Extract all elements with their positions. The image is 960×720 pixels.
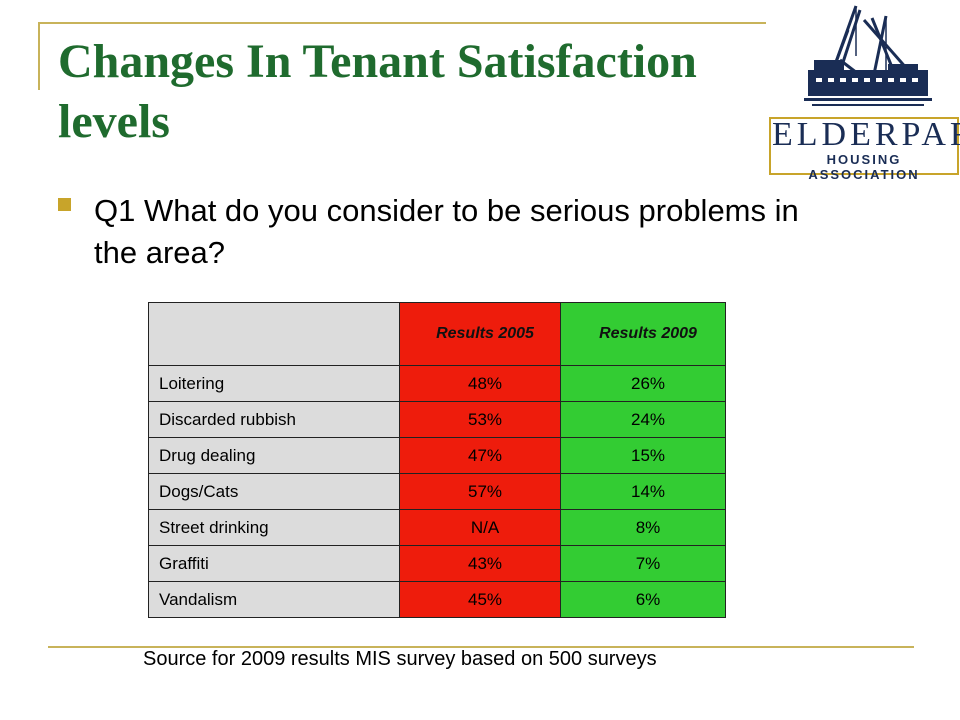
header-2009: Results 2009 <box>560 302 726 366</box>
row-label: Dogs/Cats <box>148 473 400 510</box>
row-label: Graffiti <box>148 545 400 582</box>
slide-title: Changes In Tenant Satisfaction levels <box>58 35 697 148</box>
value-2009: 14% <box>560 473 726 510</box>
source-note: Source for 2009 results MIS survey based… <box>143 648 657 670</box>
table-header-row: Results 2005 Results 2009 <box>148 302 726 366</box>
table-row: Discarded rubbish 53% 24% <box>148 401 726 438</box>
row-label: Street drinking <box>148 509 400 546</box>
row-label: Loitering <box>148 365 400 402</box>
value-2009: 26% <box>560 365 726 402</box>
value-2009: 7% <box>560 545 726 582</box>
results-table: Results 2005 Results 2009 Loitering 48% … <box>148 302 726 618</box>
value-2005: 48% <box>399 365 561 402</box>
bullet-question: Q1 What do you consider to be serious pr… <box>94 193 799 270</box>
value-2005: N/A <box>399 509 561 546</box>
value-2005: 43% <box>399 545 561 582</box>
logo-wordmark: ELDERPARK <box>772 116 960 153</box>
logo-subtitle: HOUSING ASSOCIATION <box>808 152 920 182</box>
value-2005: 45% <box>399 581 561 618</box>
table-row: Street drinking N/A 8% <box>148 509 726 546</box>
value-2005: 57% <box>399 473 561 510</box>
crane-logo-icon <box>769 5 959 175</box>
header-2005: Results 2005 <box>399 302 561 366</box>
value-2005: 47% <box>399 437 561 474</box>
bullet-square-icon <box>58 198 71 211</box>
decorative-top-rule <box>38 22 766 24</box>
value-2009: 24% <box>560 401 726 438</box>
row-label: Discarded rubbish <box>148 401 400 438</box>
row-label: Drug dealing <box>148 437 400 474</box>
table-row: Dogs/Cats 57% 14% <box>148 473 726 510</box>
value-2009: 8% <box>560 509 726 546</box>
value-2005: 53% <box>399 401 561 438</box>
table-row: Loitering 48% 26% <box>148 365 726 402</box>
table-row: Drug dealing 47% 15% <box>148 437 726 474</box>
table-row: Vandalism 45% 6% <box>148 581 726 618</box>
value-2009: 6% <box>560 581 726 618</box>
value-2009: 15% <box>560 437 726 474</box>
decorative-vertical-rule <box>38 22 40 90</box>
decorative-bottom-rule <box>48 646 914 648</box>
row-label: Vandalism <box>148 581 400 618</box>
elderpark-logo: ELDERPARK HOUSING ASSOCIATION <box>768 0 960 182</box>
table-corner-cell <box>148 302 400 366</box>
table-row: Graffiti 43% 7% <box>148 545 726 582</box>
